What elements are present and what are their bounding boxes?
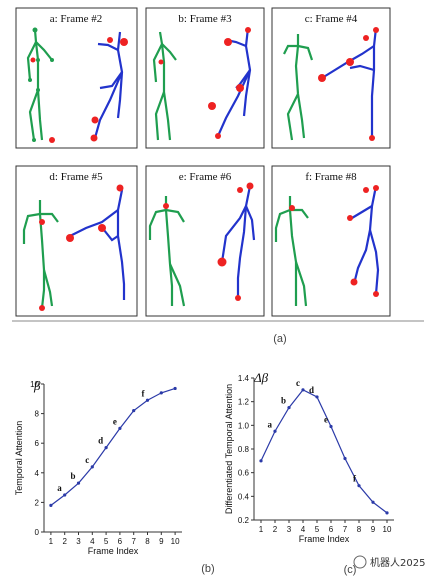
x-tick-label: 7 [131, 537, 136, 546]
frame-title-b: b: Frame #3 [178, 13, 232, 25]
point-label: e [324, 415, 328, 425]
data-point [159, 391, 163, 395]
chart-b-x-label: Frame Index [88, 546, 139, 556]
x-tick-label: 6 [118, 537, 123, 546]
frame-panel-a: a: Frame #2 [15, 7, 138, 149]
data-point [315, 395, 319, 399]
chart-c-title: Δβ [253, 370, 269, 385]
y-tick-label: 0.2 [238, 516, 250, 525]
x-tick-label: 8 [357, 525, 362, 534]
frame-title-c: c: Frame #4 [305, 13, 358, 25]
point-label: c [85, 455, 89, 465]
data-point [49, 503, 53, 507]
point-label: d [98, 436, 103, 446]
frame-title-f: f: Frame #8 [305, 171, 357, 183]
green-skeleton [26, 29, 53, 141]
x-tick-label: 3 [76, 537, 81, 546]
point-label: b [70, 471, 75, 481]
x-tick-label: 3 [287, 525, 292, 534]
y-tick-label: 1.2 [238, 398, 250, 407]
x-tick-label: 4 [90, 537, 95, 546]
chart-c-series-line [260, 389, 388, 514]
point-label: e [113, 416, 117, 426]
watermark: 机器人2025 [353, 555, 425, 569]
frame-title-e: e: Frame #6 [179, 171, 232, 183]
y-tick-label: 0 [35, 528, 40, 537]
x-tick-label: 2 [273, 525, 278, 534]
x-tick-label: 9 [159, 537, 164, 546]
y-tick-label: 4 [35, 469, 40, 478]
data-point [287, 405, 291, 410]
data-point [259, 459, 263, 463]
frame-panel-f: f: Frame #8 [271, 165, 391, 317]
caption-b: (b) [201, 563, 214, 575]
point-label: a [268, 419, 273, 429]
chart-b-y-label: Temporal Attention [14, 421, 24, 496]
frame-panel-c: c: Frame #4 [271, 7, 391, 149]
data-point [329, 424, 333, 429]
chart-differentiated-attention: Δβ 0.2 0.4 0.6 0.8 1.0 1.2 1.4 1 2 3 4 5 6 7 8 9 10 a bc… [224, 370, 394, 576]
point-label: b [281, 396, 286, 406]
chart-c-y-label: Differentiated Temporal Attention [224, 384, 234, 514]
x-tick-label: 10 [171, 537, 180, 546]
chart-c-x-label: Frame Index [299, 534, 350, 544]
data-point [90, 465, 94, 469]
x-tick-label: 5 [104, 537, 109, 546]
attention-joints [30, 37, 128, 143]
x-tick-label: 4 [301, 525, 306, 534]
point-label: f [142, 388, 146, 398]
data-point [371, 500, 375, 504]
caption-c: (c) [344, 564, 357, 576]
x-tick-label: 6 [329, 525, 334, 534]
y-tick-label: 6 [35, 439, 40, 448]
watermark-text: 机器人2025 [370, 556, 425, 569]
y-tick-label: 1.4 [238, 374, 250, 383]
point-label: c [296, 378, 300, 388]
chart-b-title: β [33, 378, 41, 393]
caption-a: (a) [273, 333, 286, 345]
data-point [343, 456, 347, 461]
point-label: a [57, 483, 62, 493]
x-tick-label: 1 [49, 537, 54, 546]
x-tick-label: 2 [62, 537, 67, 546]
frame-panel-d: d: Frame #5 [15, 165, 138, 317]
data-point [301, 388, 305, 392]
data-point [173, 386, 177, 391]
frame-title-d: d: Frame #5 [49, 171, 103, 183]
data-point [385, 511, 389, 515]
data-point [357, 484, 361, 488]
blue-skeleton [93, 31, 124, 139]
data-point [145, 398, 150, 402]
x-tick-label: 7 [343, 525, 348, 534]
x-tick-label: 5 [315, 525, 320, 534]
data-point [273, 429, 277, 433]
y-tick-label: 0.8 [238, 445, 250, 454]
x-tick-label: 10 [383, 525, 392, 534]
frame-panel-e: e: Frame #6 [145, 165, 265, 317]
x-tick-label: 8 [145, 537, 150, 546]
data-point [76, 481, 81, 485]
data-point [63, 493, 67, 497]
y-tick-label: 1.0 [238, 421, 250, 430]
y-tick-label: 0.4 [238, 492, 250, 501]
y-tick-label: 8 [35, 410, 40, 419]
point-label: d [309, 385, 314, 395]
data-point [132, 409, 136, 413]
data-point [118, 426, 122, 430]
chart-b-series-line [50, 387, 176, 506]
x-tick-label: 1 [259, 525, 264, 534]
skeleton-grid: a: Frame #2 [12, 7, 424, 345]
point-label: f [353, 474, 357, 484]
data-point [104, 446, 108, 450]
frame-panel-b: b: Frame #3 [145, 7, 265, 149]
y-tick-label: 10 [30, 380, 39, 389]
x-tick-label: 9 [371, 525, 376, 534]
y-tick-label: 0.6 [238, 469, 250, 478]
frame-title-a: a: Frame #2 [50, 13, 103, 25]
y-tick-label: 2 [35, 498, 40, 507]
